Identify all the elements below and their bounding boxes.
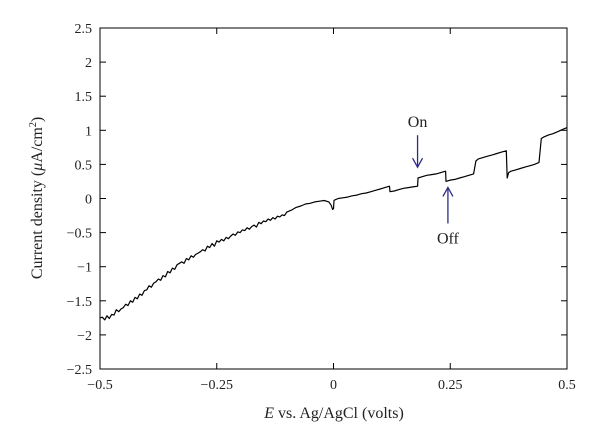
y-tick-label: −1.5 [67, 295, 92, 310]
y-tick-label: −0.5 [67, 227, 92, 242]
x-axis-title-rest: vs. Ag/AgCl (volts) [274, 405, 404, 422]
x-axis-title-italic: E [263, 405, 274, 422]
y-axis-title: Current density (μA/cm2) [28, 117, 46, 279]
y-tick-label: 0 [85, 193, 92, 208]
annotation-off-label: Off [437, 230, 460, 247]
y-axis-title-prefix: Current density ( [29, 171, 46, 279]
y-tick-label: 2.5 [75, 22, 93, 37]
arrow-off-head [442, 186, 454, 197]
y-tick-label: 1 [85, 124, 92, 139]
y-tick-label: −2.5 [67, 363, 92, 378]
annotation-on-label: On [408, 114, 428, 131]
y-tick-label: 0.5 [75, 158, 93, 173]
x-tick-label: 0.25 [438, 378, 463, 393]
y-tick-label: −2 [77, 329, 92, 344]
y-axis-ticks: 2.5 2 1.5 1 0.5 0 −0.5 −1 −1.5 −2 −2.5 [67, 22, 567, 378]
y-axis-title-unit: A/cm [29, 127, 46, 163]
series-line [99, 127, 568, 321]
x-axis-ticks: −0.5 −0.25 0 0.25 0.5 [87, 28, 576, 393]
y-axis-title-suffix: ) [29, 117, 46, 122]
x-tick-label: −0.5 [87, 378, 112, 393]
y-tick-label: 2 [85, 56, 92, 71]
y-axis-title-mu: μ [29, 163, 46, 172]
data-series [99, 127, 568, 321]
annotations: On Off [408, 114, 460, 247]
y-tick-label: −1 [77, 261, 92, 276]
plot-frame [99, 27, 568, 370]
arrow-on-head [411, 157, 424, 169]
y-tick-label: 1.5 [75, 90, 93, 105]
x-tick-label: −0.25 [201, 378, 233, 393]
x-tick-label: 0 [330, 378, 337, 393]
plot-border [99, 27, 568, 370]
x-axis-title: E vs. Ag/AgCl (volts) [263, 405, 404, 422]
y-axis-title-sup: 2 [28, 122, 39, 127]
x-tick-label: 0.5 [558, 378, 576, 393]
